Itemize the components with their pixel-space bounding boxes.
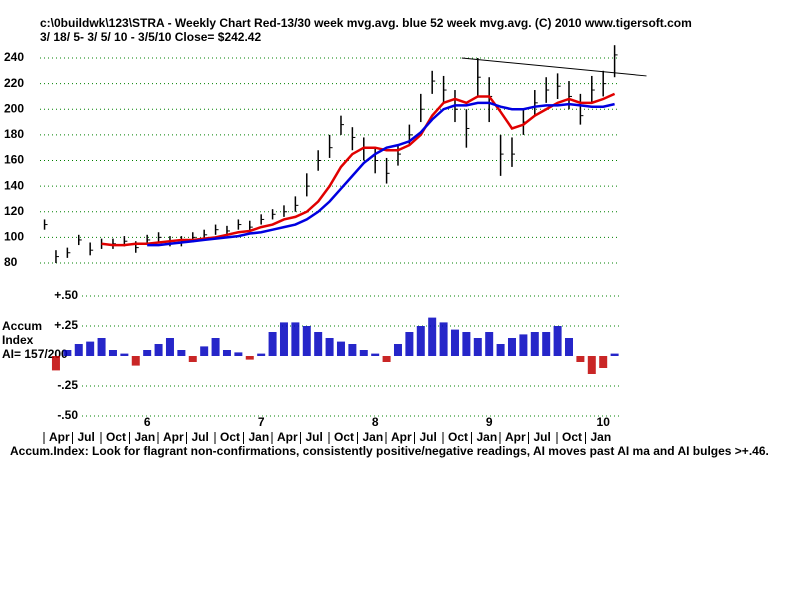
trendline [461, 57, 647, 77]
accum-bar [97, 338, 106, 356]
accum-label: Index [2, 333, 34, 347]
month-label: Jul [534, 430, 551, 444]
accum-bar [336, 341, 345, 356]
y-tick-label: +.25 [54, 318, 78, 332]
y-tick-label: 180 [4, 127, 24, 141]
note: Accum.Index: Look for flagrant non-confi… [10, 444, 769, 458]
y-tick-label: 240 [4, 50, 24, 64]
x-tick-label: 9 [486, 415, 493, 429]
accum-bar [519, 334, 528, 356]
y-tick-label: 100 [4, 230, 24, 244]
month-label: Jul [420, 430, 437, 444]
accum-bar [314, 332, 323, 356]
chart-subtitle: 3/ 18/ 5- 3/ 5/ 10 - 3/5/10 Close= $242.… [40, 30, 261, 44]
month-label: Apr [163, 430, 184, 444]
accum-bar [291, 322, 300, 356]
accum-bar [359, 350, 368, 356]
accum-bar [268, 332, 277, 356]
accum-bar [450, 329, 459, 356]
month-label: Jan [249, 430, 270, 444]
accum-bar [428, 317, 437, 356]
accum-bar [473, 338, 482, 356]
x-tick-label: 8 [372, 415, 379, 429]
accum-bar [86, 341, 95, 356]
month-label: Jul [78, 430, 95, 444]
y-tick-label: 80 [4, 255, 18, 269]
y-tick-label: 140 [4, 178, 24, 192]
accum-bar [120, 353, 129, 356]
accum-bar [177, 350, 186, 356]
y-tick-label: +.50 [54, 288, 78, 302]
y-tick-label: 200 [4, 101, 24, 115]
accum-bar [553, 326, 562, 356]
accum-bar [74, 344, 83, 356]
month-label: Jan [477, 430, 498, 444]
accum-bar [382, 356, 391, 362]
accum-bar [393, 344, 402, 356]
accum-bar [542, 332, 551, 356]
accum-bar [610, 353, 619, 356]
accum-label: Accum [2, 319, 42, 333]
x-tick-label: 10 [597, 415, 611, 429]
accum-bar [143, 350, 152, 356]
y-tick-label: 120 [4, 204, 24, 218]
accum-bar [462, 332, 471, 356]
y-tick-label: -.25 [57, 378, 78, 392]
accum-bar [530, 332, 539, 356]
x-tick-label: 6 [144, 415, 151, 429]
y-tick-label: 160 [4, 153, 24, 167]
accum-bar [599, 356, 608, 368]
month-label: Oct [220, 430, 240, 444]
ma-line [147, 101, 615, 247]
accum-bar [211, 338, 220, 356]
accum-bar [302, 326, 311, 356]
month-label: Jul [192, 430, 209, 444]
accum-bar [154, 344, 163, 356]
accum-bar [405, 332, 414, 356]
month-label: Oct [448, 430, 468, 444]
accum-bar [348, 344, 357, 356]
accum-bar [485, 332, 494, 356]
month-label: Oct [334, 430, 354, 444]
accum-bar [564, 338, 573, 356]
accum-bar [222, 350, 231, 356]
accum-bar [325, 338, 334, 356]
accum-bar [200, 346, 209, 356]
month-label: Jan [591, 430, 612, 444]
accum-bar [279, 322, 288, 356]
accum-bar [496, 344, 505, 356]
ai-label: AI= 157/200 [2, 347, 68, 361]
x-tick-label: 7 [258, 415, 265, 429]
accum-bar [576, 356, 585, 362]
month-label: Jan [363, 430, 384, 444]
month-label: Apr [505, 430, 526, 444]
y-tick-label: -.50 [57, 408, 78, 422]
month-label: Apr [277, 430, 298, 444]
chart-title: c:\0buildwk\123\STRA - Weekly Chart Red-… [40, 16, 692, 30]
month-label: Jan [135, 430, 156, 444]
month-label: Apr [49, 430, 70, 444]
month-label: Jul [306, 430, 323, 444]
accum-bar [63, 350, 72, 356]
accum-bar [188, 356, 197, 362]
ma-line [101, 92, 616, 247]
month-label: Apr [391, 430, 412, 444]
accum-bar [51, 356, 60, 371]
accum-bar [245, 356, 254, 360]
month-label: Oct [562, 430, 582, 444]
accum-bar [587, 356, 596, 374]
month-label: Oct [106, 430, 126, 444]
accum-bar [108, 350, 117, 356]
accum-bar [257, 353, 266, 356]
y-tick-label: 220 [4, 76, 24, 90]
accum-bar [416, 326, 425, 356]
accum-bar [371, 353, 380, 356]
accum-bar [439, 322, 448, 356]
accum-bar [234, 352, 243, 356]
accum-bar [507, 338, 516, 356]
accum-bar [165, 338, 174, 356]
accum-bar [131, 356, 140, 366]
